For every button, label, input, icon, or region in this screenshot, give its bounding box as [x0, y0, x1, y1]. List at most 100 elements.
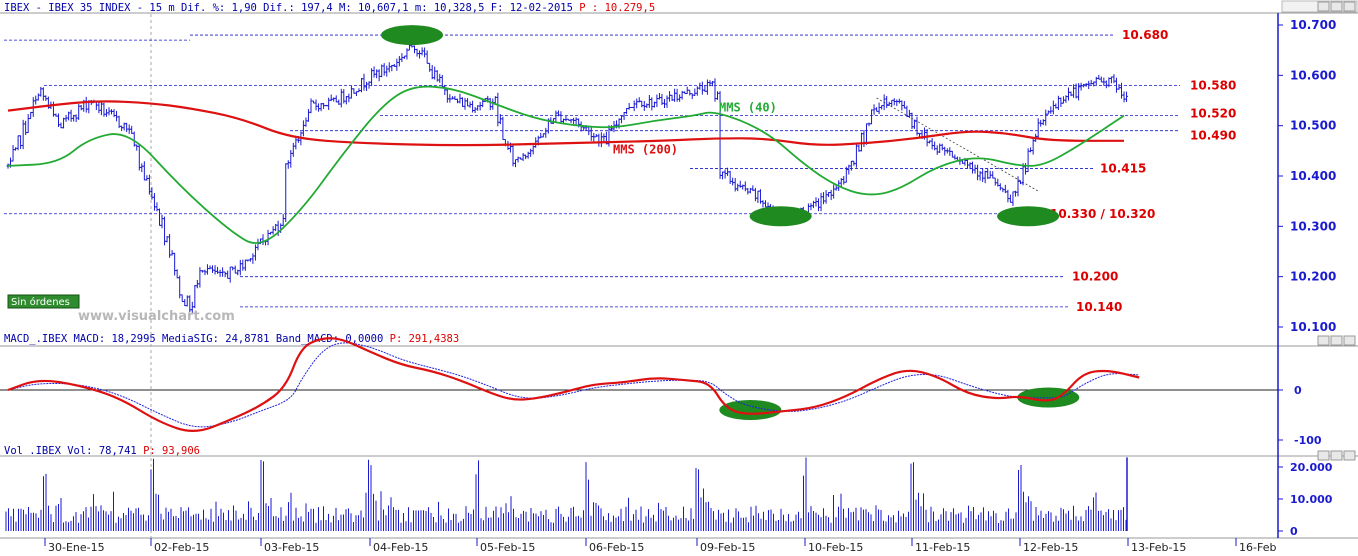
price-bar: [1084, 83, 1088, 87]
price-bar: [168, 233, 172, 258]
price-bar: [284, 163, 288, 222]
price-bar: [16, 135, 20, 151]
price-bar: [625, 108, 629, 115]
price-bar: [902, 101, 906, 109]
price-bar: [41, 87, 45, 101]
price-bar: [329, 94, 333, 102]
volume-close-icon-button[interactable]: [1343, 450, 1356, 461]
price-bar: [354, 91, 358, 97]
volume-axis-label: 10.000: [1290, 493, 1333, 506]
price-bar: [243, 259, 247, 271]
price-bar: [473, 107, 477, 114]
macd-close-icon-button[interactable]: [1343, 335, 1356, 346]
price-bar: [140, 163, 144, 173]
price-bar: [352, 88, 356, 94]
price-bar: [402, 55, 406, 59]
price-bar: [688, 89, 692, 96]
price-bar: [203, 269, 207, 276]
price-bar: [445, 87, 449, 103]
price-axis-label: 10.300: [1290, 219, 1336, 233]
price-bar: [746, 187, 750, 195]
macd-highlight-ellipse: [719, 400, 782, 420]
price-bar: [251, 253, 255, 264]
price-bar: [988, 170, 992, 179]
macd-signal-line: [7, 342, 1140, 428]
price-bar: [137, 144, 141, 171]
volume-header-price: P: 93,906: [143, 445, 200, 457]
price-bar: [862, 130, 866, 147]
price-bar: [205, 264, 209, 275]
price-bar: [145, 175, 149, 181]
price-bar: [885, 95, 889, 108]
price-bar: [317, 103, 321, 112]
date-axis-label: 16-Feb: [1239, 541, 1276, 554]
price-bar: [743, 181, 747, 192]
price-bar: [832, 184, 836, 199]
price-bar: [198, 267, 202, 288]
volume-axis-label: 0: [1290, 525, 1298, 538]
macd-minimize-icon-button[interactable]: [1317, 335, 1330, 346]
price-bar: [1056, 95, 1060, 110]
price-bar: [170, 250, 174, 256]
volume-maximize-icon-button[interactable]: [1330, 450, 1343, 461]
price-bar: [1019, 180, 1022, 185]
price-bar: [233, 265, 237, 274]
close-icon-button[interactable]: [1343, 1, 1356, 12]
volume-header: Vol_.IBEX Vol: 78,741 P: 93,906: [4, 445, 200, 457]
price-bar: [726, 167, 730, 177]
price-bar: [928, 140, 932, 144]
trend-line: [876, 97, 1039, 192]
price-bar: [438, 73, 442, 83]
price-bar: [461, 97, 464, 107]
date-axis-label: 04-Feb-15: [373, 541, 428, 554]
price-bar: [564, 115, 568, 122]
price-bar: [1008, 194, 1012, 203]
date-axis-label: 02-Feb-15: [154, 541, 209, 554]
price-bar: [99, 100, 103, 116]
macd-maximize-icon-button[interactable]: [1330, 335, 1343, 346]
price-bar: [1122, 91, 1126, 103]
price-axis-label: 10.400: [1290, 169, 1336, 183]
price-bar: [433, 66, 437, 80]
price-bar: [158, 208, 161, 226]
date-axis-label: 30-Ene-15: [48, 541, 105, 554]
price-bar: [392, 63, 396, 67]
price-bar: [753, 187, 757, 202]
price-bar: [289, 149, 293, 168]
price-bar: [455, 98, 459, 104]
price-bar: [478, 101, 482, 111]
price-bar: [488, 97, 492, 111]
macd-header: MACD_.IBEX MACD: 18,2995 MediaSIG: 24,87…: [4, 333, 459, 345]
date-axis-label: 13-Feb-15: [1131, 541, 1186, 554]
price-bar: [218, 269, 222, 277]
price-bar: [193, 284, 197, 309]
highlight-ellipse: [997, 206, 1060, 227]
price-bar: [306, 109, 310, 122]
maximize-icon-button[interactable]: [1330, 1, 1343, 12]
price-bar: [622, 112, 626, 121]
minimize-icon-button[interactable]: [1317, 1, 1330, 12]
volume-header-info: Vol_.IBEX Vol: 78,741: [4, 445, 137, 457]
price-bar: [261, 234, 265, 245]
price-bar: [950, 150, 954, 158]
price-bar: [180, 294, 184, 303]
price-bar: [415, 48, 419, 57]
price-bar: [971, 161, 975, 174]
date-axis-label: 12-Feb-15: [1023, 541, 1078, 554]
level-label: 10.520: [1190, 107, 1236, 121]
status-badge: [7, 294, 80, 309]
price-bar: [983, 170, 987, 184]
price-bar: [524, 154, 528, 160]
price-bar: [705, 79, 709, 95]
price-bar: [981, 168, 985, 182]
price-bar: [14, 147, 18, 151]
price-bar: [1104, 80, 1108, 89]
highlight-ellipse: [381, 25, 443, 46]
price-bar: [817, 198, 820, 212]
price-bar: [882, 94, 886, 111]
volume-minimize-icon-button[interactable]: [1317, 450, 1330, 461]
price-bar: [1011, 191, 1015, 206]
watermark-text: www.visualchart.com: [78, 309, 235, 324]
price-bar: [940, 143, 944, 151]
main-header-price: P : 10.279,5: [579, 2, 656, 14]
